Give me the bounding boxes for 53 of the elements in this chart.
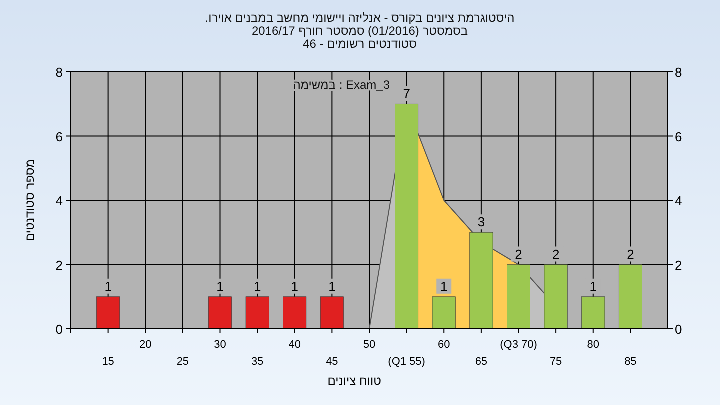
x-tick-label: 20 <box>140 339 152 351</box>
data-label: 1 <box>104 278 112 294</box>
chart-subtitle: בסמסטר (01/2016) סמסטר חורף 2016/17 סטודנטים רשומים - 46 <box>252 24 468 51</box>
bar <box>283 296 307 330</box>
data-label: 1 <box>291 278 298 294</box>
bar <box>320 296 344 330</box>
x-tick-label: 60 <box>438 339 450 351</box>
y-tick-label: 8 <box>56 65 63 80</box>
chart-title: היסטוגרמת ציונים בקורס - אנליזה ויישומי מחשב במבנים אוירו. <box>205 11 515 25</box>
x-tick-label: 65 <box>475 356 488 368</box>
x-tick-label: 45 <box>326 356 338 368</box>
bar <box>618 264 642 330</box>
x-tick-label: 80 <box>587 339 600 351</box>
bar <box>544 264 568 330</box>
x-tick-label: 40 <box>288 339 301 351</box>
x-tick-label: 75 <box>550 356 562 368</box>
x-tick-label: 15 <box>102 356 114 368</box>
y-tick-label: 6 <box>56 129 63 144</box>
y2-tick-label: 6 <box>675 129 682 144</box>
y-tick-label: 2 <box>56 258 63 273</box>
bar <box>470 232 494 330</box>
x-tick-label: 50 <box>363 339 376 351</box>
x-tick-label: 85 <box>624 356 637 368</box>
data-label: 2 <box>515 246 522 262</box>
data-label: 1 <box>216 278 224 294</box>
bar <box>395 104 419 330</box>
data-label: 2 <box>552 246 560 262</box>
y2-tick-label: 0 <box>675 322 682 337</box>
x-axis-title: טווח ציונים <box>328 374 382 388</box>
data-label: 1 <box>328 278 336 294</box>
y2-tick-label: 4 <box>675 194 682 208</box>
data-label: 2 <box>627 246 634 262</box>
bar <box>208 296 232 330</box>
y-tick-label: 0 <box>56 322 63 337</box>
bar <box>246 296 270 330</box>
bar <box>432 296 456 330</box>
data-label: 3 <box>478 214 486 230</box>
data-label: 1 <box>590 278 597 294</box>
bar <box>582 296 606 330</box>
data-label: 7 <box>403 86 410 102</box>
x-tick-label: (Q3 70) <box>500 339 538 351</box>
x-tick-label: (Q1 55) <box>388 356 426 368</box>
x-tick-label: 35 <box>251 356 264 368</box>
y2-tick-label: 8 <box>675 65 682 80</box>
x-tick-label: 30 <box>214 339 226 351</box>
data-label: 1 <box>254 278 262 294</box>
bar <box>96 296 120 330</box>
bar <box>507 264 530 330</box>
x-tick-label: 25 <box>176 356 190 368</box>
data-label: 1 <box>440 278 448 294</box>
y2-tick-label: 2 <box>675 258 682 273</box>
y-axis-title: מספר סטודנטים <box>23 159 37 242</box>
y-tick-label: 4 <box>56 194 63 208</box>
